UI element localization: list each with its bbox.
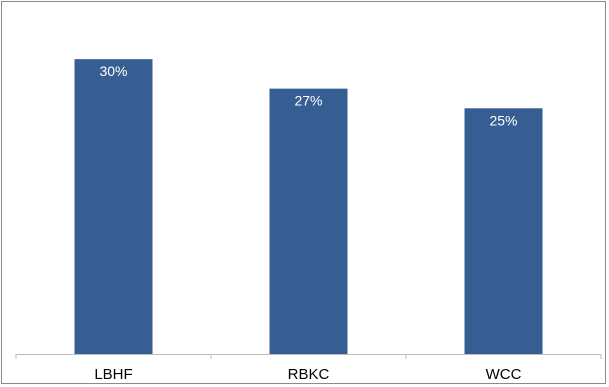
bar-wcc xyxy=(464,108,543,355)
data-label-wcc: 25% xyxy=(489,112,517,128)
category-labels-group: LBHF RBKC WCC xyxy=(94,366,521,383)
bar-rbkc xyxy=(269,88,348,354)
data-labels-group: 30% 27% 25% xyxy=(99,63,517,128)
category-label-lbhf: LBHF xyxy=(94,366,132,383)
data-label-lbhf: 30% xyxy=(99,63,127,79)
x-axis-ticks-group xyxy=(15,354,602,359)
category-label-rbkc: RBKC xyxy=(288,366,330,383)
bar-lbhf xyxy=(74,59,153,355)
data-label-rbkc: 27% xyxy=(294,93,322,109)
category-label-wcc: WCC xyxy=(486,366,522,383)
bars-group xyxy=(74,59,543,355)
